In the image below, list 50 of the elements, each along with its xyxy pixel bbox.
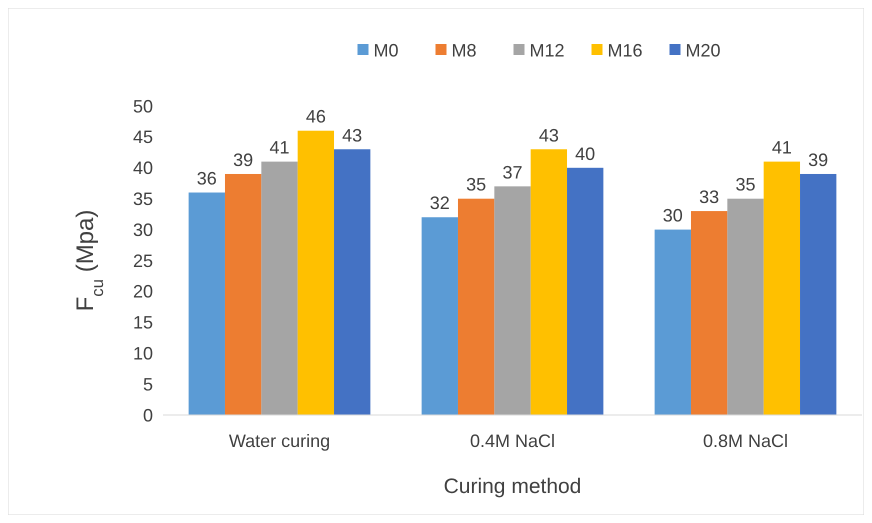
bar xyxy=(530,149,568,415)
y-tick-label: 45 xyxy=(132,127,153,148)
x-tick-label: 0.8M NaCl xyxy=(702,431,788,451)
x-tick-label: 0.4M NaCl xyxy=(470,431,556,451)
y-tick-label: 25 xyxy=(132,250,153,271)
legend-label: M20 xyxy=(686,40,721,60)
x-axis-title: Curing method xyxy=(444,475,582,498)
data-label: 43 xyxy=(538,125,559,146)
data-label: 37 xyxy=(502,162,523,182)
bar xyxy=(261,162,298,415)
data-label: 39 xyxy=(808,150,828,170)
bar xyxy=(298,130,334,415)
bar xyxy=(764,162,800,415)
legend-label: M0 xyxy=(374,40,399,60)
data-label: 43 xyxy=(342,125,362,146)
bar xyxy=(224,174,262,415)
y-tick-label: 40 xyxy=(132,158,153,178)
data-label: 41 xyxy=(772,138,792,158)
data-label: 35 xyxy=(466,174,486,195)
legend-label: M16 xyxy=(608,40,643,60)
y-tick-label: 0 xyxy=(142,405,153,426)
y-tick-label: 50 xyxy=(132,96,153,116)
bar xyxy=(654,230,691,415)
data-label: 36 xyxy=(196,168,217,189)
y-tick-label: 5 xyxy=(142,374,153,394)
data-label: 39 xyxy=(233,150,254,170)
bar xyxy=(727,198,764,415)
y-tick-label: 10 xyxy=(132,344,153,364)
bar xyxy=(334,149,370,415)
data-label: 35 xyxy=(735,174,756,195)
data-label: 40 xyxy=(575,144,596,164)
legend-label: M12 xyxy=(530,40,565,60)
bar xyxy=(567,168,604,415)
y-tick-label: 20 xyxy=(132,282,153,302)
bar xyxy=(690,211,728,415)
y-tick-label: 15 xyxy=(132,312,153,333)
y-tick-label: 35 xyxy=(132,189,153,209)
data-label: 46 xyxy=(306,106,326,127)
y-tick-label: 30 xyxy=(132,220,153,240)
bar xyxy=(800,174,836,415)
data-label: 32 xyxy=(430,193,450,214)
bar xyxy=(188,192,225,415)
bar xyxy=(422,217,458,415)
x-tick-label: Water curing xyxy=(228,431,330,451)
data-label: 33 xyxy=(699,187,720,208)
legend-label: M8 xyxy=(452,40,477,60)
data-label: 30 xyxy=(662,206,683,226)
bar xyxy=(494,186,531,415)
data-label: 41 xyxy=(269,138,290,158)
bar xyxy=(458,198,494,415)
